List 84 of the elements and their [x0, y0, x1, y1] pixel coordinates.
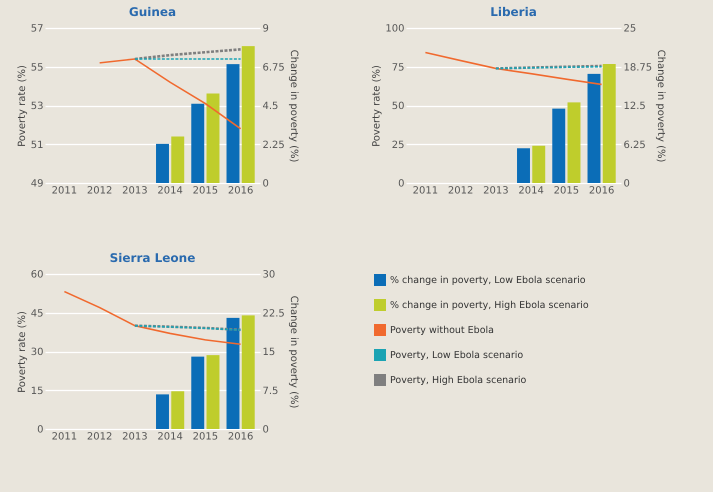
y2-tick-label: 0: [624, 178, 630, 190]
bar: [242, 46, 255, 183]
x-tick-label: 2014: [157, 432, 183, 442]
chart-title: Sierra Leone: [110, 251, 196, 265]
x-tick-label: 2011: [412, 186, 438, 196]
x-tick-label: 2013: [483, 186, 509, 196]
x-tick-label: 2016: [588, 186, 614, 196]
bar: [171, 136, 184, 183]
y2-tick-label: 9: [262, 24, 269, 34]
bar: [517, 148, 530, 183]
y2-tick-label: 0: [262, 424, 269, 436]
y-tick-label: 25: [392, 140, 404, 151]
line-series: [98, 58, 242, 130]
y-tick-label: 75: [392, 62, 404, 74]
x-tick-label: 2014: [518, 186, 544, 196]
x-tick-label: 2016: [228, 432, 254, 442]
y2-tick-label: 25: [624, 24, 636, 34]
y-tick-label: 60: [30, 270, 44, 280]
y-tick-label: 0: [37, 424, 44, 436]
y2-tick-label: 22.5: [262, 308, 285, 320]
y-tick-label: 30: [30, 347, 44, 358]
y-tick-label: 100: [385, 24, 404, 34]
y-tick-label: 50: [392, 101, 404, 112]
y-tick-label: 15: [30, 386, 44, 397]
y2-tick-label: 6.75: [262, 62, 285, 74]
legend-label: % change in poverty, High Ebola scenario: [390, 300, 589, 311]
bar: [532, 146, 546, 183]
y2-tick-label: 4.5: [262, 101, 278, 112]
y2-tick-label: 0: [262, 178, 269, 190]
y2-axis-title: Change in poverty (%): [288, 50, 299, 162]
x-tick-label: 2015: [554, 186, 580, 196]
x-tick-label: 2016: [228, 186, 254, 196]
y2-tick-label: 7.5: [262, 386, 278, 397]
y-tick-label: 49: [30, 178, 44, 190]
y-axis-title: Poverty rate (%): [16, 311, 28, 393]
legend-label: Poverty, High Ebola scenario: [390, 375, 527, 386]
x-tick-label: 2012: [448, 186, 474, 196]
y-axis-title: Poverty rate (%): [16, 65, 28, 147]
legend-label: Poverty without Ebola: [390, 325, 494, 336]
bar: [568, 102, 580, 183]
x-tick-label: 2011: [52, 432, 78, 442]
bar: [156, 394, 169, 429]
legend-label: % change in poverty, Low Ebola scenario: [390, 275, 586, 286]
bar: [191, 104, 204, 183]
bar: [171, 391, 184, 429]
y2-tick-label: 15: [262, 347, 276, 358]
chart-title: Guinea: [128, 5, 176, 19]
bar: [156, 144, 169, 183]
bar: [602, 64, 616, 183]
line-series: [134, 48, 242, 60]
y2-tick-label: 6.25: [624, 140, 646, 151]
x-tick-label: 2013: [122, 186, 148, 196]
bar: [206, 93, 220, 183]
bar: [191, 356, 204, 429]
y2-axis-title: Change in poverty (%): [655, 50, 666, 162]
bar: [242, 315, 255, 429]
x-tick-label: 2011: [52, 186, 78, 196]
x-tick-label: 2014: [157, 186, 183, 196]
line-series: [64, 290, 242, 346]
y-axis-title: Poverty rate (%): [371, 65, 382, 147]
chart-title: Liberia: [490, 5, 537, 19]
y2-tick-label: 12.5: [624, 101, 646, 112]
y-tick-label: 57: [30, 24, 44, 34]
y2-tick-label: 18.75: [624, 62, 652, 74]
y2-tick-label: 30: [262, 270, 276, 280]
y2-tick-label: 2.25: [262, 140, 285, 151]
y-tick-label: 51: [30, 140, 44, 151]
y-tick-label: 0: [398, 178, 404, 190]
y2-axis-title: Change in poverty (%): [288, 296, 299, 408]
x-tick-label: 2015: [192, 432, 218, 442]
legend-label: Poverty, Low Ebola scenario: [390, 350, 524, 361]
y-tick-label: 55: [30, 62, 44, 74]
y-tick-label: 45: [30, 308, 44, 320]
bar: [552, 108, 566, 183]
bar: [588, 74, 600, 183]
bar: [226, 318, 240, 429]
x-tick-label: 2015: [192, 186, 218, 196]
x-tick-label: 2013: [122, 432, 148, 442]
x-tick-label: 2012: [86, 186, 112, 196]
line-series: [424, 52, 602, 86]
bar: [206, 355, 220, 429]
y-tick-label: 53: [30, 101, 44, 112]
bar: [226, 64, 240, 183]
x-tick-label: 2012: [86, 432, 112, 442]
